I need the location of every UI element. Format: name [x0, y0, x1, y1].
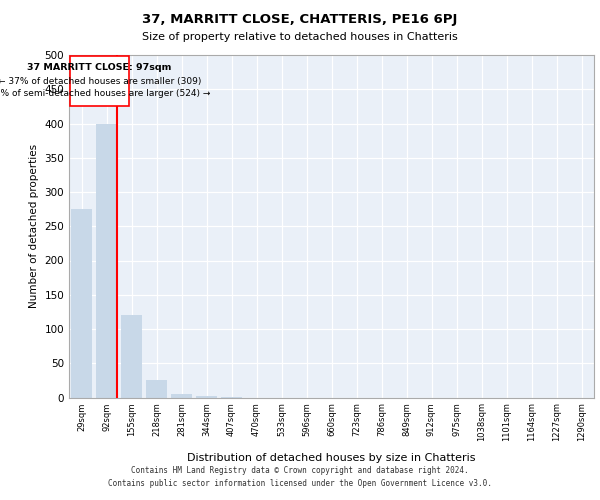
Text: 63% of semi-detached houses are larger (524) →: 63% of semi-detached houses are larger (…	[0, 88, 211, 98]
Text: Contains HM Land Registry data © Crown copyright and database right 2024.
Contai: Contains HM Land Registry data © Crown c…	[108, 466, 492, 487]
Bar	[196, 396, 217, 398]
FancyBboxPatch shape	[70, 56, 129, 106]
Bar	[146, 380, 167, 398]
Bar	[221, 397, 242, 398]
Bar	[96, 124, 117, 398]
Text: 37 MARRITT CLOSE: 97sqm: 37 MARRITT CLOSE: 97sqm	[28, 63, 172, 72]
Y-axis label: Number of detached properties: Number of detached properties	[29, 144, 39, 308]
Text: ← 37% of detached houses are smaller (309): ← 37% of detached houses are smaller (30…	[0, 77, 202, 86]
X-axis label: Distribution of detached houses by size in Chatteris: Distribution of detached houses by size …	[187, 452, 476, 462]
Text: 37, MARRITT CLOSE, CHATTERIS, PE16 6PJ: 37, MARRITT CLOSE, CHATTERIS, PE16 6PJ	[142, 12, 458, 26]
Bar	[121, 316, 142, 398]
Text: Size of property relative to detached houses in Chatteris: Size of property relative to detached ho…	[142, 32, 458, 42]
Bar	[171, 394, 192, 398]
Bar	[71, 209, 92, 398]
